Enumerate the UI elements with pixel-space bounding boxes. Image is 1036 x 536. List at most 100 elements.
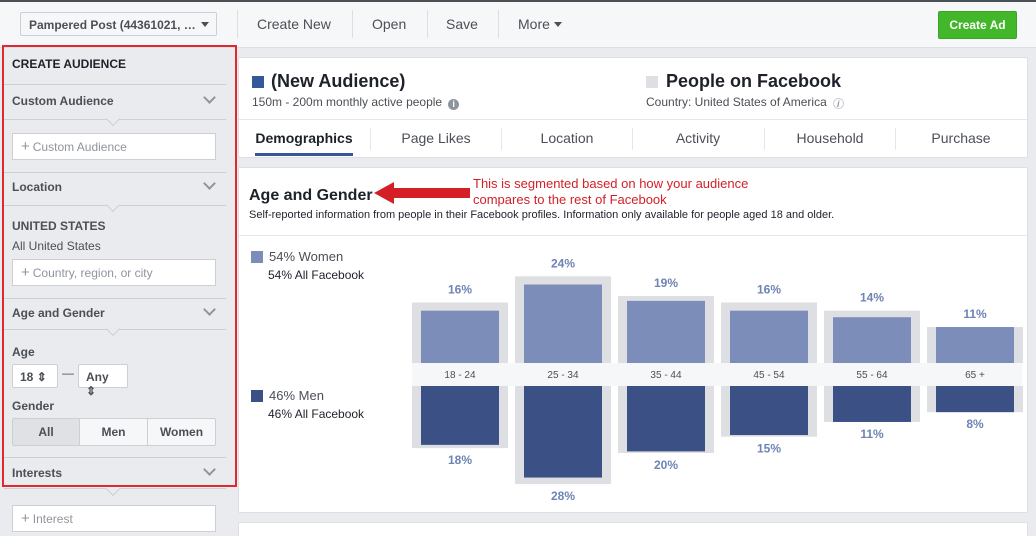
- location-country: UNITED STATES: [12, 219, 106, 233]
- next-panel: [238, 522, 1028, 536]
- chevron-down-icon[interactable]: [203, 91, 216, 104]
- men-bar-label: 28%: [551, 489, 575, 503]
- plus-icon: +: [21, 510, 30, 527]
- age-max-select[interactable]: Any ⇕: [78, 364, 128, 398]
- men-bar-label: 11%: [860, 427, 884, 441]
- audience-header-panel: (New Audience) 150m - 200m monthly activ…: [238, 57, 1028, 158]
- top-edge-line: [0, 0, 1036, 2]
- tab-household[interactable]: Household: [796, 130, 864, 146]
- age-category-label: 45 - 54: [753, 370, 785, 381]
- save-button[interactable]: Save: [446, 16, 478, 32]
- men-bar-label: 18%: [448, 453, 472, 467]
- sidebar-divider: [4, 84, 226, 85]
- tab-divider: [764, 128, 765, 150]
- toolbar-divider: [237, 10, 238, 38]
- annotation-text: This is segmented based on how your audi…: [473, 176, 749, 207]
- info-icon[interactable]: i: [448, 99, 460, 110]
- age-gender-panel: Age and Gender This is segmented based o…: [238, 167, 1028, 513]
- tab-page-likes[interactable]: Page Likes: [401, 130, 471, 146]
- section-notch: [105, 481, 121, 497]
- tab-divider: [501, 128, 502, 150]
- tab-activity[interactable]: Activity: [675, 130, 721, 146]
- audience-title: (New Audience): [271, 71, 406, 91]
- ad-account-label: Pampered Post (44361021, …: [29, 18, 196, 32]
- age-category-label: 65 +: [965, 370, 985, 381]
- create-ad-button[interactable]: Create Ad: [938, 11, 1017, 39]
- caret-down-icon: [553, 22, 562, 27]
- interest-placeholder: Interest: [32, 512, 73, 526]
- age-min-value: 18: [20, 370, 34, 384]
- sidebar-divider: [4, 457, 226, 458]
- comparison-country: Country: United States of America i: [646, 95, 844, 109]
- age-category-label: 35 - 44: [650, 370, 682, 381]
- men-bar: [524, 386, 602, 478]
- men-bar: [730, 386, 808, 436]
- chevron-down-icon: [201, 22, 209, 27]
- section-notch: [105, 197, 121, 213]
- ad-account-select[interactable]: Pampered Post (44361021, …: [20, 12, 217, 36]
- women-legend-swatch: [251, 251, 263, 263]
- gender-women-button[interactable]: Women: [147, 419, 215, 445]
- custom-audience-input[interactable]: + Custom Audience: [12, 133, 216, 160]
- men-bar: [627, 386, 705, 452]
- gender-toggle-group: All Men Women: [12, 418, 216, 446]
- plus-icon: +: [21, 264, 30, 281]
- sort-arrows-icon: ⇕: [86, 384, 97, 398]
- chevron-down-icon[interactable]: [203, 177, 216, 190]
- men-bar-label: 15%: [757, 442, 781, 456]
- age-category-label: 25 - 34: [547, 370, 579, 381]
- tab-purchase[interactable]: Purchase: [931, 130, 991, 146]
- tab-demographics[interactable]: Demographics: [255, 120, 353, 158]
- age-max-value: Any: [86, 370, 109, 384]
- panel-divider: [239, 235, 1027, 236]
- age-min-select[interactable]: 18 ⇕: [12, 364, 58, 388]
- women-bar-label: 14%: [860, 291, 884, 305]
- men-legend-swatch: [251, 390, 263, 402]
- location-input[interactable]: + Country, region, or city: [12, 259, 216, 286]
- interests-section-header[interactable]: Interests: [12, 466, 63, 480]
- women-all-facebook-label: 54% All Facebook: [268, 268, 365, 282]
- chevron-down-icon[interactable]: [203, 463, 216, 476]
- women-bar-label: 16%: [448, 283, 472, 297]
- age-category-label: 55 - 64: [856, 370, 888, 381]
- age-category-label: 18 - 24: [444, 370, 476, 381]
- tab-divider: [370, 128, 371, 150]
- gender-label: Gender: [12, 399, 55, 413]
- red-arrow-annotation: [374, 182, 470, 204]
- comparison-title: People on Facebook: [666, 71, 842, 91]
- comparison-country-text: Country: United States of America: [646, 95, 827, 109]
- custom-audience-section-header[interactable]: Custom Audience: [12, 94, 114, 108]
- create-new-button[interactable]: Create New: [257, 16, 331, 32]
- gender-men-button[interactable]: Men: [79, 419, 147, 445]
- section-notch: [105, 111, 121, 127]
- audience-size: 150m - 200m monthly active people i: [252, 95, 460, 110]
- women-bar: [524, 284, 602, 363]
- sidebar-title: CREATE AUDIENCE: [12, 57, 127, 71]
- location-section-header[interactable]: Location: [12, 180, 62, 194]
- men-legend-label: 46% Men: [269, 388, 324, 403]
- age-gender-description: Self-reported information from people in…: [249, 209, 835, 221]
- info-icon[interactable]: i: [832, 98, 844, 109]
- toolbar-divider: [427, 10, 428, 38]
- more-menu-button[interactable]: More: [518, 16, 562, 32]
- women-bar: [936, 327, 1014, 363]
- age-label: Age: [12, 345, 35, 359]
- comparison-color-swatch: [646, 76, 658, 88]
- tabs-divider: [239, 119, 1027, 120]
- women-bar-label: 16%: [757, 283, 781, 297]
- men-all-facebook-label: 46% All Facebook: [268, 407, 365, 421]
- age-range-dash: —: [62, 366, 74, 380]
- interest-input[interactable]: + Interest: [12, 505, 216, 532]
- open-button[interactable]: Open: [372, 16, 407, 32]
- tab-location[interactable]: Location: [540, 130, 594, 146]
- women-bar-label: 19%: [654, 276, 678, 290]
- gender-all-button[interactable]: All: [13, 419, 79, 445]
- men-bar: [936, 386, 1014, 413]
- chevron-down-icon[interactable]: [203, 303, 216, 316]
- age-axis-strip: [412, 363, 1022, 386]
- age-gender-section-header[interactable]: Age and Gender: [12, 306, 105, 320]
- audience-size-text: 150m - 200m monthly active people: [252, 95, 443, 109]
- more-label: More: [518, 16, 550, 32]
- tab-divider: [632, 128, 633, 150]
- age-gender-title: Age and Gender: [249, 187, 373, 204]
